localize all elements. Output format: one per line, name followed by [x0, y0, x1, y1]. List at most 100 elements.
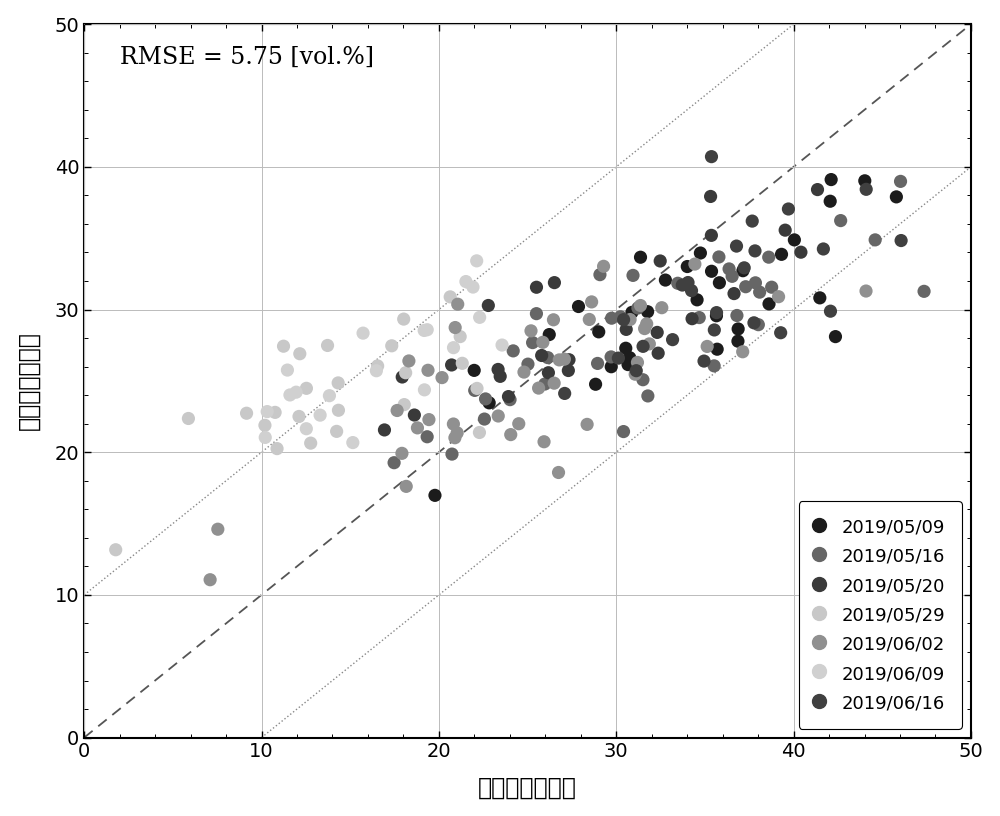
Point	[551, 466, 567, 479]
Point	[858, 183, 874, 196]
Point	[652, 255, 668, 268]
Point	[771, 290, 787, 304]
Legend: 2019/05/09, 2019/05/16, 2019/05/20, 2019/05/29, 2019/06/02, 2019/06/09, 2019/06/: 2019/05/09, 2019/05/16, 2019/05/20, 2019…	[799, 501, 962, 729]
Point	[420, 364, 436, 377]
Point	[494, 339, 510, 352]
Point	[386, 456, 402, 469]
Point	[557, 387, 573, 400]
Point	[516, 366, 532, 379]
Point	[627, 368, 643, 381]
Point	[632, 299, 648, 312]
Point	[640, 389, 656, 402]
Point	[641, 337, 657, 350]
Point	[603, 350, 619, 363]
Point	[476, 413, 492, 426]
Point	[703, 190, 719, 203]
Point	[624, 306, 640, 319]
Point	[674, 278, 690, 291]
Point	[321, 389, 337, 402]
Point	[711, 276, 727, 289]
Point	[540, 351, 556, 364]
Point	[419, 323, 435, 336]
Point	[750, 318, 766, 331]
Point	[726, 287, 742, 300]
Point	[329, 425, 345, 438]
Point	[505, 344, 521, 357]
Point	[684, 284, 700, 297]
Point	[520, 357, 536, 370]
Point	[279, 364, 295, 377]
Point	[368, 364, 384, 377]
Point	[330, 376, 346, 389]
Point	[665, 333, 681, 346]
Point	[267, 406, 283, 419]
Point	[691, 311, 707, 324]
Point	[747, 277, 763, 290]
Point	[761, 297, 777, 310]
Point	[706, 359, 722, 372]
Point	[298, 422, 314, 435]
Point	[612, 310, 628, 323]
Point	[699, 340, 715, 353]
Point	[893, 175, 909, 188]
Point	[706, 323, 722, 336]
Point	[376, 424, 392, 437]
X-axis label: 土壤水分测量値: 土壤水分测量値	[478, 775, 577, 800]
Point	[202, 573, 218, 586]
Point	[535, 335, 551, 348]
Point	[812, 291, 828, 304]
Point	[687, 258, 703, 271]
Point	[888, 190, 904, 203]
Point	[276, 339, 292, 353]
Point	[444, 358, 460, 371]
Point	[793, 246, 809, 259]
Point	[303, 437, 319, 450]
Point	[744, 215, 760, 228]
Point	[858, 285, 874, 298]
Point	[773, 326, 789, 339]
Point	[588, 378, 604, 391]
Point	[777, 224, 793, 237]
Point	[536, 435, 552, 448]
Point	[406, 409, 422, 422]
Point	[822, 304, 838, 317]
Point	[620, 358, 636, 371]
Point	[603, 360, 619, 373]
Y-axis label: 土壤水分估计値: 土壤水分估计値	[17, 331, 41, 430]
Point	[490, 410, 506, 423]
Point	[679, 260, 695, 273]
Point	[596, 259, 612, 273]
Point	[810, 183, 826, 196]
Point	[709, 343, 725, 356]
Point	[736, 261, 752, 274]
Point	[616, 425, 632, 438]
Point	[394, 370, 410, 384]
Point	[823, 173, 839, 186]
Point	[704, 264, 720, 277]
Point	[616, 313, 632, 326]
Point	[560, 364, 576, 377]
Point	[427, 489, 443, 502]
Point	[467, 384, 483, 397]
Point	[635, 339, 651, 353]
Point	[396, 313, 412, 326]
Point	[394, 447, 410, 460]
Point	[446, 341, 462, 354]
Point	[370, 359, 386, 372]
Point	[833, 214, 849, 227]
Point	[628, 364, 644, 377]
Point	[398, 366, 414, 379]
Point	[729, 309, 745, 322]
Point	[210, 523, 226, 536]
Point	[465, 281, 481, 294]
Point	[545, 313, 561, 326]
Point	[579, 418, 595, 431]
Point	[472, 311, 488, 324]
Point	[680, 276, 696, 289]
Text: RMSE = 5.75 [vol.%]: RMSE = 5.75 [vol.%]	[120, 46, 374, 69]
Point	[269, 442, 285, 455]
Point	[746, 317, 762, 330]
Point	[752, 286, 768, 299]
Point	[291, 410, 307, 423]
Point	[396, 398, 412, 411]
